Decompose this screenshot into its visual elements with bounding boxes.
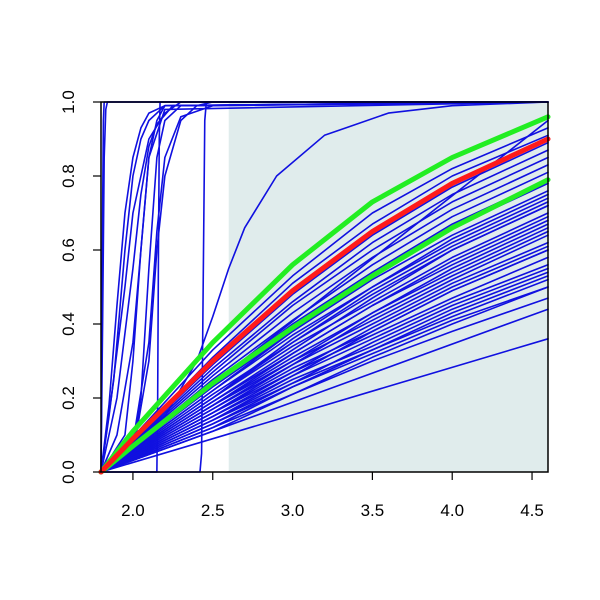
sample-line-6 [100,101,549,473]
x-tick-label: 3.5 [361,501,385,520]
sample-line-47 [100,201,549,473]
sample-line-43 [100,223,549,473]
x-tick-label: 3.0 [281,501,305,520]
x-axis: 2.0 2.5 3.0 3.5 4.0 4.5 [121,472,544,520]
sample-line-45 [100,267,549,473]
sample-line-16 [100,127,549,473]
y-tick-label: 1.0 [59,90,78,114]
sample-line-40 [100,338,549,473]
sample-line-8 [100,101,549,473]
bound-line-2 [98,177,551,475]
sample-line-48 [100,215,549,473]
sample-line-51 [100,275,549,473]
sample-line-52 [100,286,549,473]
y-tick-label: 0.6 [59,238,78,262]
y-tick-label: 0.4 [59,312,78,336]
plot-frame [100,101,549,473]
sample-line-50 [100,249,549,473]
sample-line-49 [100,230,549,473]
y-axis: 0.0 0.2 0.4 0.6 0.8 1.0 [59,90,101,484]
median-line-1 [98,136,551,475]
sample-line-21 [100,164,549,473]
x-tick-label: 4.5 [520,501,544,520]
x-tick-label: 4.0 [440,501,464,520]
sample-line-19 [100,149,549,473]
y-tick-label: 0.0 [59,460,78,484]
bound-line-1 [98,114,551,475]
y-tick-label: 0.2 [59,386,78,410]
sample-line-20 [100,156,549,473]
series-layer [98,101,551,475]
x-tick-label: 2.5 [201,501,225,520]
sample-line-24 [100,190,549,473]
y-tick-label: 0.8 [59,164,78,188]
sample-line-44 [100,245,549,473]
sample-line-42 [100,204,549,473]
x-tick-label: 2.0 [121,501,145,520]
